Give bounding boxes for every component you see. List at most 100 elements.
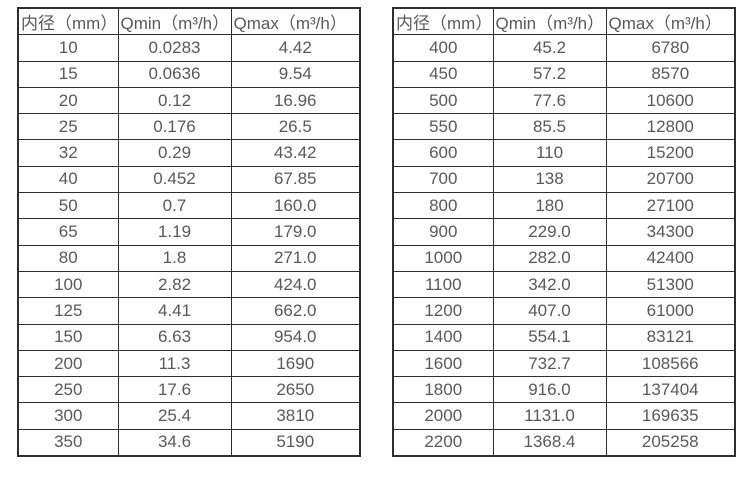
table-cell: 1600 (392, 349, 494, 378)
table-cell: 500 (392, 86, 494, 115)
table-row: 400 45.2 6780 (392, 34, 736, 62)
table-cell: 20 (17, 86, 119, 115)
table-body: 10 0.0283 4.42 15 0.0636 9.54 20 0.12 16.96 25 0.1… (17, 34, 361, 457)
column-header-qmin: Qmin（m³/h） (492, 7, 607, 36)
table-row: 200 11.3 1690 (17, 349, 361, 378)
table-row: 1100 342.0 51300 (392, 270, 736, 299)
table-cell: 169635 (605, 402, 736, 430)
table-cell: 0.176 (117, 113, 232, 141)
table-cell: 200 (17, 349, 119, 378)
table-cell: 80 (17, 244, 119, 272)
table-cell: 250 (17, 376, 119, 404)
table-row: 40 0.452 67.85 (17, 165, 361, 194)
table-header-row: 内径（mm） Qmin（m³/h） Qmax（m³/h） (17, 7, 361, 36)
table-cell: 100 (17, 270, 119, 299)
table-row: 15 0.0636 9.54 (17, 60, 361, 88)
table-row: 250 17.6 2650 (17, 376, 361, 404)
table-cell: 42400 (605, 244, 736, 272)
table-cell: 662.0 (230, 297, 361, 325)
table-row: 1000 282.0 42400 (392, 244, 736, 272)
table-cell: 2650 (230, 376, 361, 404)
flow-range-table-large-diameters: 内径（mm） Qmin（m³/h） Qmax（m³/h） 400 45.2 6780… (392, 7, 736, 458)
table-cell: 150 (17, 323, 119, 351)
table-cell: 16.96 (230, 86, 361, 115)
table-cell: 85.5 (492, 113, 607, 141)
table-cell: 4.42 (230, 34, 361, 62)
table-cell: 0.12 (117, 86, 232, 115)
table-cell: 916.0 (492, 376, 607, 404)
table-cell: 125 (17, 297, 119, 325)
table-row: 20 0.12 16.96 (17, 86, 361, 115)
table-row: 450 57.2 8570 (392, 60, 736, 88)
table-cell: 27100 (605, 192, 736, 220)
table-cell: 8570 (605, 60, 736, 88)
table-cell: 108566 (605, 349, 736, 378)
column-header-inner-diameter: 内径（mm） (17, 7, 119, 36)
table-row: 2200 1368.4 205258 (392, 428, 736, 457)
table-cell: 229.0 (492, 218, 607, 246)
table-cell: 6.63 (117, 323, 232, 351)
table-cell: 11.3 (117, 349, 232, 378)
table-cell: 17.6 (117, 376, 232, 404)
table-cell: 57.2 (492, 60, 607, 88)
table-cell: 1200 (392, 297, 494, 325)
table-cell: 1.19 (117, 218, 232, 246)
column-header-qmin: Qmin（m³/h） (117, 7, 232, 36)
table-row: 2000 1131.0 169635 (392, 402, 736, 430)
table-row: 500 77.6 10600 (392, 86, 736, 115)
table-cell: 1368.4 (492, 428, 607, 457)
table-cell: 10600 (605, 86, 736, 115)
table-cell: 700 (392, 165, 494, 194)
table-cell: 160.0 (230, 192, 361, 220)
table-row: 125 4.41 662.0 (17, 297, 361, 325)
table-cell: 1000 (392, 244, 494, 272)
table-cell: 554.1 (492, 323, 607, 351)
table-cell: 25 (17, 113, 119, 141)
table-cell: 1690 (230, 349, 361, 378)
table-cell: 424.0 (230, 270, 361, 299)
table-cell: 179.0 (230, 218, 361, 246)
table-cell: 15200 (605, 139, 736, 167)
table-cell: 1100 (392, 270, 494, 299)
table-row: 内径（mm） Qmin（m³/h） Qmax（m³/h） (392, 7, 736, 36)
table-cell: 15 (17, 60, 119, 88)
table-row: 1200 407.0 61000 (392, 297, 736, 325)
table-row: 100 2.82 424.0 (17, 270, 361, 299)
table-cell: 1800 (392, 376, 494, 404)
table-row: 内径（mm） Qmin（m³/h） Qmax（m³/h） (17, 7, 361, 36)
table-row: 800 180 27100 (392, 192, 736, 220)
table-cell: 25.4 (117, 402, 232, 430)
flow-range-table-small-diameters: 内径（mm） Qmin（m³/h） Qmax（m³/h） 10 0.0283 4.4… (17, 7, 361, 458)
table-cell: 32 (17, 139, 119, 167)
table-cell: 342.0 (492, 270, 607, 299)
table-cell: 600 (392, 139, 494, 167)
table-row: 1600 732.7 108566 (392, 349, 736, 378)
table-cell: 137404 (605, 376, 736, 404)
table-cell: 26.5 (230, 113, 361, 141)
table-cell: 50 (17, 192, 119, 220)
table-cell: 34300 (605, 218, 736, 246)
column-header-qmax: Qmax（m³/h） (230, 7, 361, 36)
table-cell: 900 (392, 218, 494, 246)
table-cell: 954.0 (230, 323, 361, 351)
table-cell: 0.0283 (117, 34, 232, 62)
table-row: 150 6.63 954.0 (17, 323, 361, 351)
table-cell: 51300 (605, 270, 736, 299)
table-cell: 138 (492, 165, 607, 194)
table-cell: 40 (17, 165, 119, 194)
table-cell: 12800 (605, 113, 736, 141)
table-cell: 271.0 (230, 244, 361, 272)
table-cell: 732.7 (492, 349, 607, 378)
table-cell: 9.54 (230, 60, 361, 88)
table-row: 1800 916.0 137404 (392, 376, 736, 404)
table-header-row: 内径（mm） Qmin（m³/h） Qmax（m³/h） (392, 7, 736, 36)
table-cell: 4.41 (117, 297, 232, 325)
table-row: 600 110 15200 (392, 139, 736, 167)
table-cell: 77.6 (492, 86, 607, 115)
table-row: 700 138 20700 (392, 165, 736, 194)
table-cell: 65 (17, 218, 119, 246)
table-cell: 0.452 (117, 165, 232, 194)
table-cell: 282.0 (492, 244, 607, 272)
table-cell: 10 (17, 34, 119, 62)
